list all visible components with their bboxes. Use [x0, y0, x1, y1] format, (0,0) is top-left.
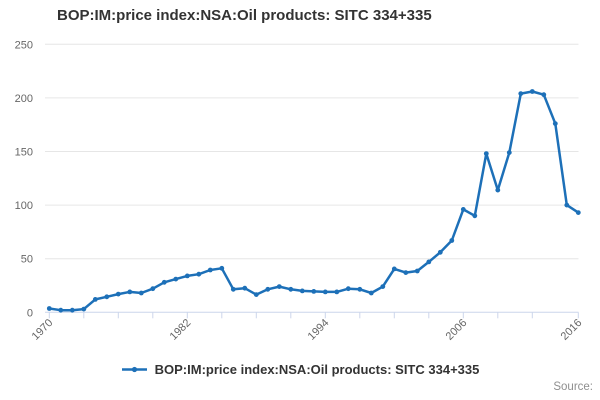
data-point-marker[interactable] — [92, 297, 98, 302]
x-axis-tick-label: 2006 — [444, 317, 470, 343]
y-axis-tick-label: 0 — [27, 307, 33, 319]
data-point-marker[interactable] — [288, 286, 294, 292]
data-point-marker[interactable] — [472, 213, 478, 219]
source-label: Source: — [553, 381, 593, 393]
data-point-marker[interactable] — [506, 150, 512, 156]
data-point-marker[interactable] — [518, 91, 524, 96]
data-point-marker[interactable] — [483, 151, 489, 157]
data-point-marker[interactable] — [334, 289, 340, 295]
data-point-marker[interactable] — [368, 290, 374, 296]
data-point-marker[interactable] — [46, 306, 52, 311]
data-point-marker[interactable] — [380, 284, 386, 289]
data-point-marker[interactable] — [403, 270, 409, 275]
y-axis-tick-label: 100 — [15, 200, 33, 212]
data-point-marker[interactable] — [196, 271, 202, 277]
data-point-marker[interactable] — [138, 290, 144, 296]
data-point-marker[interactable] — [184, 273, 190, 279]
data-point-marker[interactable] — [276, 284, 282, 289]
data-point-marker[interactable] — [426, 259, 432, 265]
legend-item[interactable]: BOP:IM:price index:NSA:Oil products: SIT… — [0, 362, 600, 377]
data-point-marker[interactable] — [357, 286, 363, 292]
x-axis-tick-label: 1970 — [30, 317, 56, 343]
data-point-marker[interactable] — [161, 279, 167, 285]
data-point-marker[interactable] — [115, 291, 121, 297]
data-point-marker[interactable] — [449, 238, 455, 243]
y-axis-tick-label: 250 — [15, 39, 33, 51]
data-point-marker[interactable] — [414, 268, 420, 274]
data-point-marker[interactable] — [552, 121, 558, 126]
data-point-marker[interactable] — [299, 288, 305, 294]
y-axis-tick-label: 200 — [15, 93, 33, 105]
data-point-marker[interactable] — [437, 249, 443, 255]
data-point-marker[interactable] — [575, 210, 581, 216]
data-point-marker[interactable] — [495, 187, 501, 193]
x-axis-tick-label: 1982 — [168, 317, 194, 343]
y-axis-tick-label: 50 — [21, 254, 33, 266]
series-line — [48, 90, 580, 312]
chart-title: BOP:IM:price index:NSA:Oil products: SIT… — [57, 7, 432, 24]
data-point-marker[interactable] — [242, 285, 248, 291]
x-axis-tick-label: 1994 — [306, 317, 332, 343]
data-point-marker[interactable] — [104, 294, 110, 300]
data-point-marker[interactable] — [173, 276, 179, 282]
data-point-marker[interactable] — [81, 306, 87, 312]
data-point-marker[interactable] — [58, 307, 64, 313]
y-axis-tick-label: 150 — [15, 147, 33, 159]
data-point-marker[interactable] — [529, 89, 535, 94]
data-point-marker[interactable] — [311, 289, 317, 294]
data-point-marker[interactable] — [265, 286, 271, 292]
data-point-marker[interactable] — [207, 267, 213, 273]
data-point-marker[interactable] — [230, 286, 236, 292]
data-point-marker[interactable] — [150, 286, 156, 292]
x-axis-tick-label: 2016 — [559, 317, 585, 343]
data-point-marker[interactable] — [219, 265, 225, 271]
data-point-marker[interactable] — [564, 202, 570, 208]
legend-label: BOP:IM:price index:NSA:Oil products: SIT… — [154, 362, 480, 377]
data-point-marker[interactable] — [391, 266, 397, 272]
data-point-marker[interactable] — [322, 289, 328, 295]
data-point-marker[interactable] — [345, 286, 351, 292]
legend-line-marker-icon — [121, 366, 147, 373]
data-point-marker[interactable] — [253, 292, 259, 297]
data-point-marker[interactable] — [460, 207, 466, 212]
data-point-marker[interactable] — [541, 92, 547, 98]
data-point-marker[interactable] — [69, 307, 75, 313]
data-point-marker[interactable] — [127, 289, 133, 295]
